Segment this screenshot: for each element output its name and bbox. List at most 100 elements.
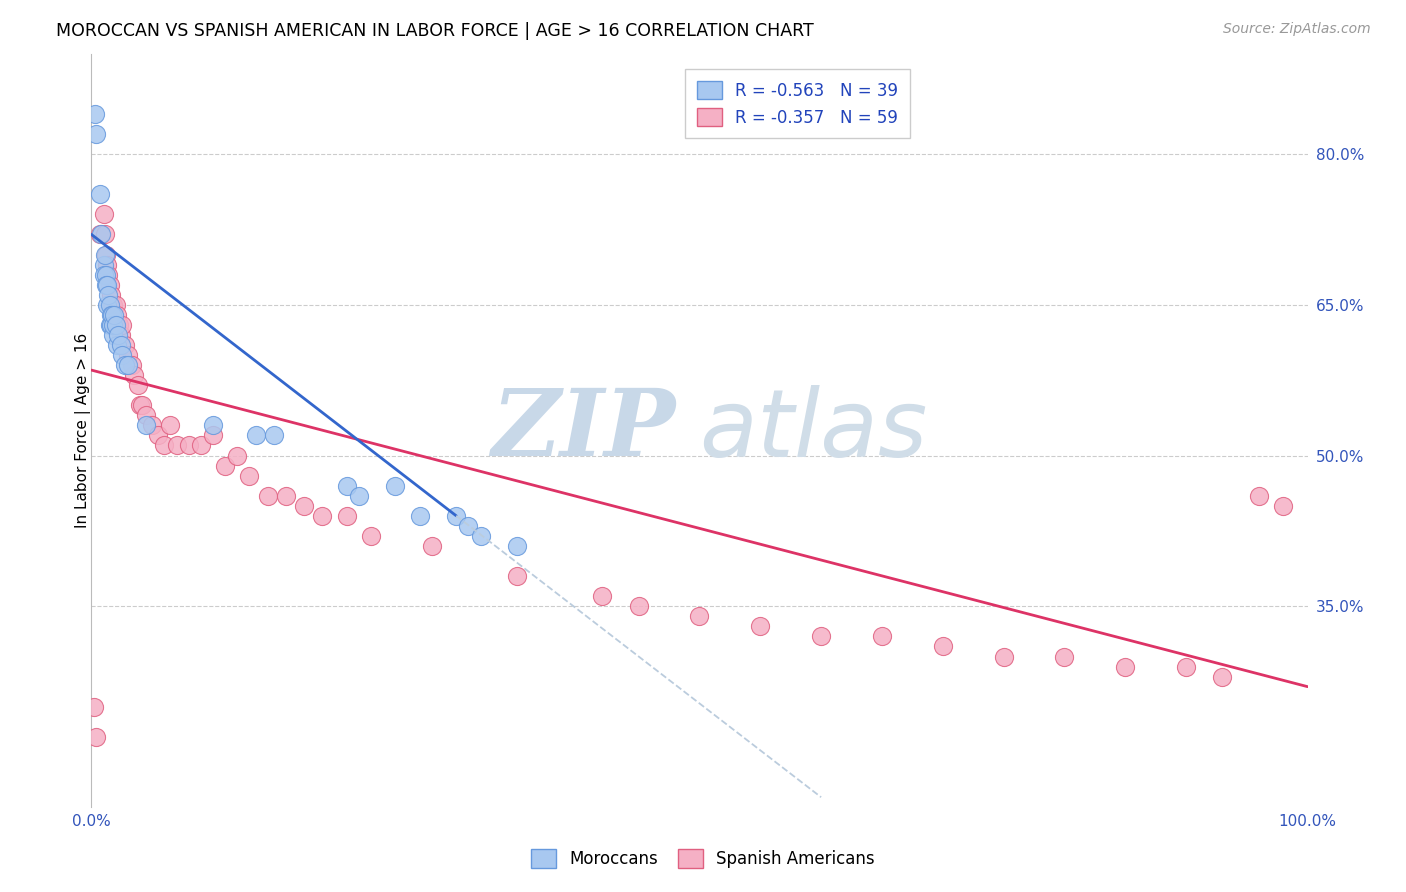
Point [870, 629, 893, 643]
Point [1211, 670, 1233, 684]
Point [94, 227, 117, 242]
Point [103, 318, 125, 332]
Point [114, 358, 136, 372]
Point [141, 418, 163, 433]
Point [117, 358, 139, 372]
Point [97, 287, 120, 301]
Point [457, 519, 479, 533]
Point [93, 258, 115, 272]
Point [94, 268, 117, 282]
Point [96, 277, 118, 292]
Point [238, 468, 260, 483]
Point [105, 308, 128, 322]
Text: MOROCCAN VS SPANISH AMERICAN IN LABOR FORCE | AGE > 16 CORRELATION CHART: MOROCCAN VS SPANISH AMERICAN IN LABOR FO… [56, 22, 814, 40]
Point [103, 308, 125, 322]
Point [202, 428, 225, 442]
Point [292, 499, 315, 513]
Point [256, 489, 278, 503]
Point [159, 418, 181, 433]
Point [111, 318, 134, 332]
Point [122, 368, 145, 383]
Point [107, 327, 129, 342]
Point [506, 539, 529, 553]
Point [444, 508, 467, 523]
Point [148, 428, 170, 442]
Point [83, 699, 105, 714]
Point [177, 438, 200, 452]
Point [1247, 489, 1270, 503]
Point [810, 629, 832, 643]
Point [360, 529, 382, 543]
Y-axis label: In Labor Force | Age > 16: In Labor Force | Age > 16 [75, 333, 91, 528]
Point [98, 277, 121, 292]
Legend: R = -0.563   N = 39, R = -0.357   N = 59: R = -0.563 N = 39, R = -0.357 N = 59 [685, 70, 910, 138]
Point [931, 640, 953, 654]
Point [131, 398, 153, 412]
Point [1175, 659, 1198, 673]
Point [384, 478, 406, 492]
Point [993, 649, 1015, 664]
Point [103, 298, 125, 312]
Point [93, 268, 115, 282]
Point [104, 298, 127, 312]
Point [135, 409, 157, 423]
Point [1053, 649, 1076, 664]
Point [347, 489, 370, 503]
Point [84, 730, 107, 744]
Point [103, 318, 125, 332]
Point [100, 287, 122, 301]
Point [420, 539, 443, 553]
Point [311, 508, 333, 523]
Point [100, 318, 122, 332]
Point [688, 609, 710, 624]
Text: Source: ZipAtlas.com: Source: ZipAtlas.com [1223, 22, 1371, 37]
Point [1272, 499, 1295, 513]
Point [94, 277, 117, 292]
Point [153, 438, 176, 452]
Point [98, 298, 121, 312]
Point [93, 207, 115, 221]
Point [114, 338, 136, 352]
Point [89, 227, 111, 242]
Point [98, 318, 121, 332]
Point [1114, 659, 1136, 673]
Point [214, 458, 236, 473]
Point [117, 348, 139, 362]
Point [470, 529, 492, 543]
Point [96, 298, 118, 312]
Point [89, 187, 111, 202]
Text: ZIP: ZIP [491, 385, 675, 475]
Point [105, 338, 128, 352]
Point [166, 438, 188, 452]
Point [121, 358, 143, 372]
Point [627, 599, 650, 614]
Point [409, 508, 432, 523]
Text: atlas: atlas [699, 384, 928, 476]
Legend: Moroccans, Spanish Americans: Moroccans, Spanish Americans [524, 843, 882, 875]
Point [94, 247, 117, 261]
Point [97, 268, 120, 282]
Point [226, 449, 249, 463]
Point [274, 489, 297, 503]
Point [100, 308, 122, 322]
Point [202, 418, 225, 433]
Point [101, 308, 124, 322]
Point [336, 478, 359, 492]
Point [110, 327, 132, 342]
Point [190, 438, 212, 452]
Point [84, 127, 107, 141]
Point [129, 398, 152, 412]
Point [135, 418, 157, 433]
Point [108, 318, 131, 332]
Point [110, 338, 132, 352]
Point [96, 258, 118, 272]
Point [127, 378, 149, 392]
Point [749, 619, 772, 633]
Point [101, 298, 124, 312]
Point [84, 107, 107, 121]
Point [506, 569, 529, 583]
Point [104, 318, 127, 332]
Point [336, 508, 359, 523]
Point [94, 247, 117, 261]
Point [103, 327, 125, 342]
